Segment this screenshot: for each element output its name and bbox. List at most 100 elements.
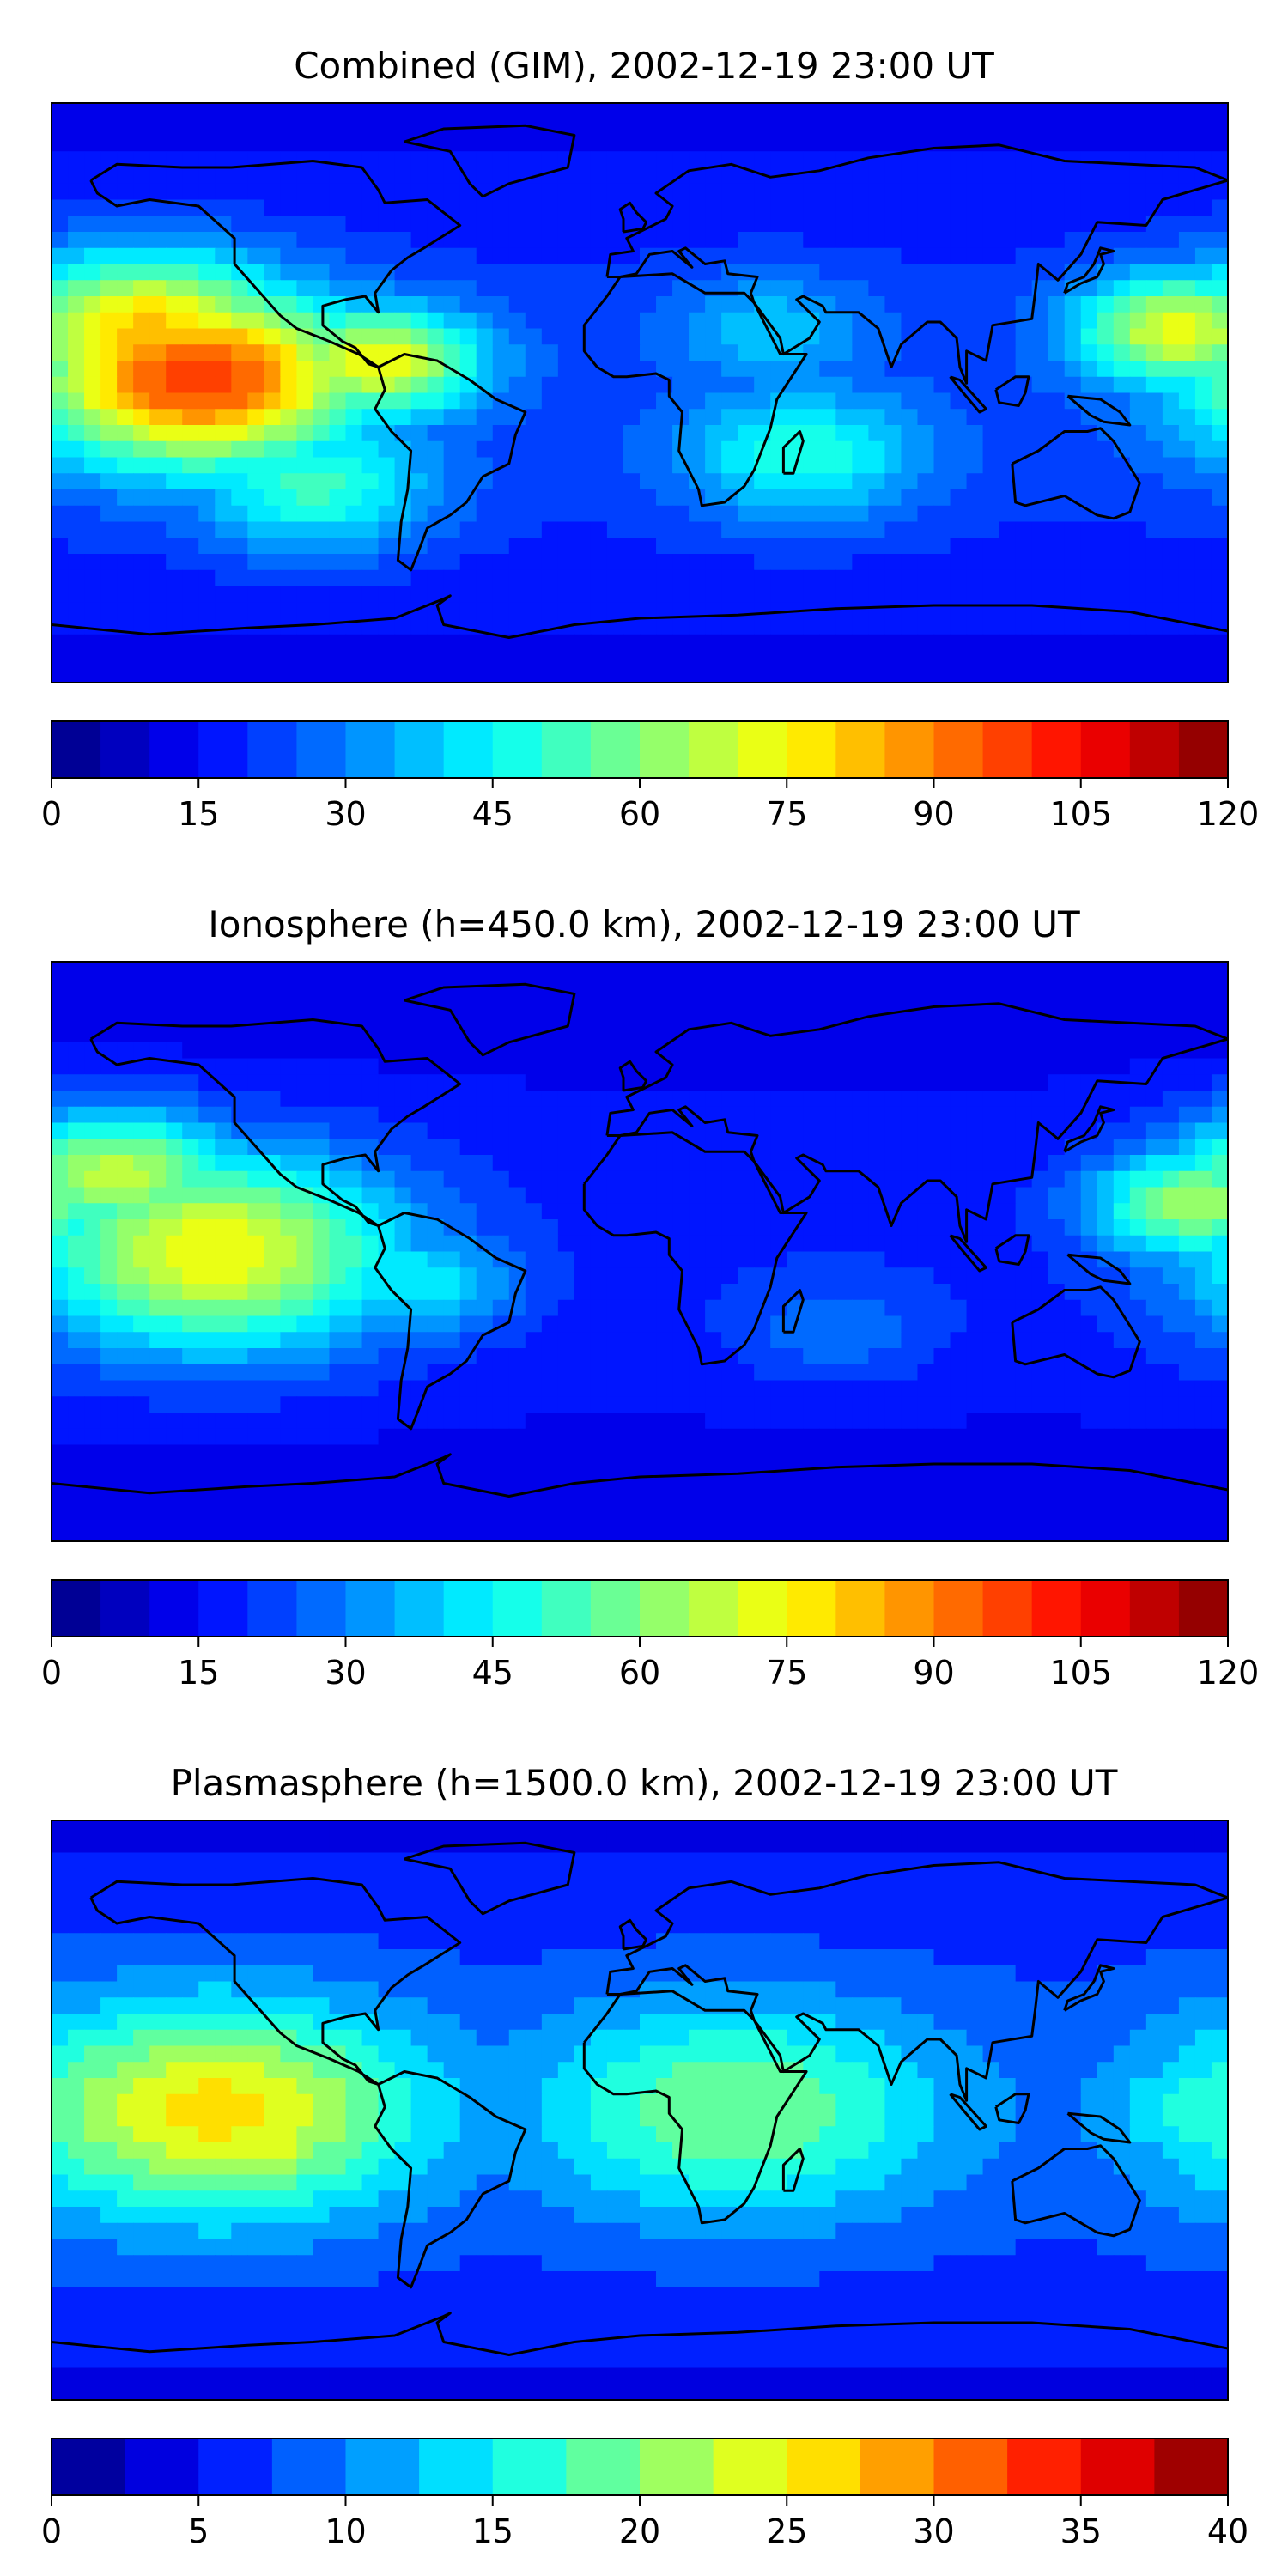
colorbar-segment — [345, 721, 396, 778]
coastline — [949, 375, 987, 414]
colorbar-segment — [394, 721, 445, 778]
colorbar-segment — [149, 721, 199, 778]
colorbar-tick-label: 15 — [178, 1654, 219, 1692]
colorbar-segment — [247, 1580, 297, 1637]
coastline — [1063, 1105, 1115, 1153]
colorbar-tick-label: 90 — [913, 795, 954, 833]
colorbar-tick-label: 75 — [766, 1654, 807, 1692]
colorbar-segment — [419, 2439, 494, 2495]
colorbar: 0 15 30 45 60 75 90 105 120 — [41, 720, 1259, 833]
colorbar-segment — [52, 1580, 101, 1637]
panel-3: Plasmasphere (h=1500.0 km), 2002-12-19 2… — [0, 1717, 1288, 2576]
colorbar-segment — [933, 721, 984, 778]
coastline — [994, 2093, 1030, 2124]
coastline — [949, 2093, 987, 2131]
colorbar-tick-label: 15 — [472, 2512, 513, 2550]
colorbar-tick-label: 35 — [1060, 2512, 1102, 2550]
colorbar-segment — [689, 721, 738, 778]
colorbar-segment — [345, 1580, 396, 1637]
coastline — [52, 1453, 1228, 1498]
coastline — [781, 430, 805, 475]
colorbar-segment — [1031, 1580, 1082, 1637]
map-and-colorbar: 0 15 30 45 60 75 90 105 120 — [41, 102, 1259, 833]
coastline — [605, 1861, 1228, 2102]
colorbar-tick-label: 30 — [913, 2512, 954, 2550]
colorbar-segment — [345, 2439, 420, 2495]
colorbar-tick-label: 105 — [1049, 1654, 1112, 1692]
colorbar-tick-label: 25 — [766, 2512, 807, 2550]
coastline — [618, 1918, 648, 1951]
colorbar-tick-label: 75 — [766, 795, 807, 833]
colorbar-segment — [640, 2439, 714, 2495]
colorbar-segment — [492, 2439, 567, 2495]
colorbar-segment — [1007, 2439, 1082, 2495]
colorbar-tick-label: 45 — [472, 1654, 513, 1692]
coastline — [781, 2148, 805, 2192]
colorbar-tick-label: 20 — [619, 2512, 660, 2550]
colorbar-segment — [100, 721, 150, 778]
tec-map — [52, 103, 1228, 683]
colorbar-segment — [835, 721, 885, 778]
colorbar-tick-label: 45 — [472, 795, 513, 833]
coastline — [994, 1234, 1030, 1266]
panel-2: Ionosphere (h=450.0 km), 2002-12-19 23:0… — [0, 859, 1288, 1717]
coastline — [618, 201, 648, 234]
colorbar-segment — [492, 1580, 543, 1637]
colorbar: 0 5 10 15 20 25 30 35 40 — [41, 2438, 1249, 2550]
colorbar-tick-label: 15 — [178, 795, 219, 833]
colorbar-segment — [787, 1580, 836, 1637]
colorbar-tick-label: 90 — [913, 1654, 954, 1692]
coastline — [404, 1841, 576, 1916]
colorbar-tick-label: 0 — [41, 2512, 62, 2550]
colorbar-segment — [738, 721, 787, 778]
colorbar-segment — [52, 2439, 126, 2495]
colorbar-tick-label: 30 — [325, 795, 366, 833]
map-frame — [51, 961, 1229, 1542]
colorbar-tick-label: 60 — [619, 795, 660, 833]
colorbar-segment — [1129, 1580, 1180, 1637]
colorbar-segment — [835, 1580, 885, 1637]
colorbar-tick-label: 30 — [325, 1654, 366, 1692]
coastline — [1066, 1253, 1132, 1285]
colorbar-segment — [198, 2439, 273, 2495]
colorbar-segment — [1080, 2439, 1155, 2495]
coastline — [1066, 2111, 1132, 2144]
colorbar-segment — [198, 1580, 248, 1637]
coastline — [1011, 1285, 1141, 1379]
coastline — [89, 160, 462, 368]
panel-title: Ionosphere (h=450.0 km), 2002-12-19 23:0… — [208, 903, 1080, 945]
colorbar-segment — [1154, 2439, 1229, 2495]
coastline — [89, 1877, 462, 2086]
colorbar-segment — [1031, 721, 1082, 778]
coastline — [605, 143, 1228, 385]
colorbar-segment — [198, 721, 248, 778]
colorbar-segment — [394, 1580, 445, 1637]
coastline — [89, 1018, 462, 1227]
colorbar-tick-label: 5 — [188, 2512, 209, 2550]
map-frame — [51, 102, 1229, 683]
coastline — [949, 1234, 987, 1273]
coastline — [582, 272, 808, 507]
colorbar-segment — [125, 2439, 199, 2495]
colorbar-segment — [52, 721, 101, 778]
colorbar-segment — [884, 1580, 934, 1637]
coastline — [52, 594, 1228, 639]
colorbar-segment — [590, 1580, 641, 1637]
coastline — [1011, 2144, 1141, 2238]
map-and-colorbar: 0 15 30 45 60 75 90 105 120 — [41, 961, 1259, 1692]
colorbar-segment — [1178, 1580, 1229, 1637]
panel-title: Plasmasphere (h=1500.0 km), 2002-12-19 2… — [170, 1762, 1118, 1804]
coastline — [404, 124, 576, 198]
colorbar-segment — [247, 721, 297, 778]
coastline — [605, 1002, 1228, 1243]
coastline — [404, 982, 576, 1057]
colorbar-segment — [149, 1580, 199, 1637]
colorbar-segment — [443, 721, 494, 778]
colorbar-segment — [640, 1580, 690, 1637]
coastline — [374, 1212, 527, 1431]
colorbar-segment — [689, 1580, 738, 1637]
map-frame — [51, 1820, 1229, 2401]
colorbar-tick-label: 10 — [325, 2512, 366, 2550]
coastline — [994, 375, 1030, 407]
colorbar-tick-label: 60 — [619, 1654, 660, 1692]
